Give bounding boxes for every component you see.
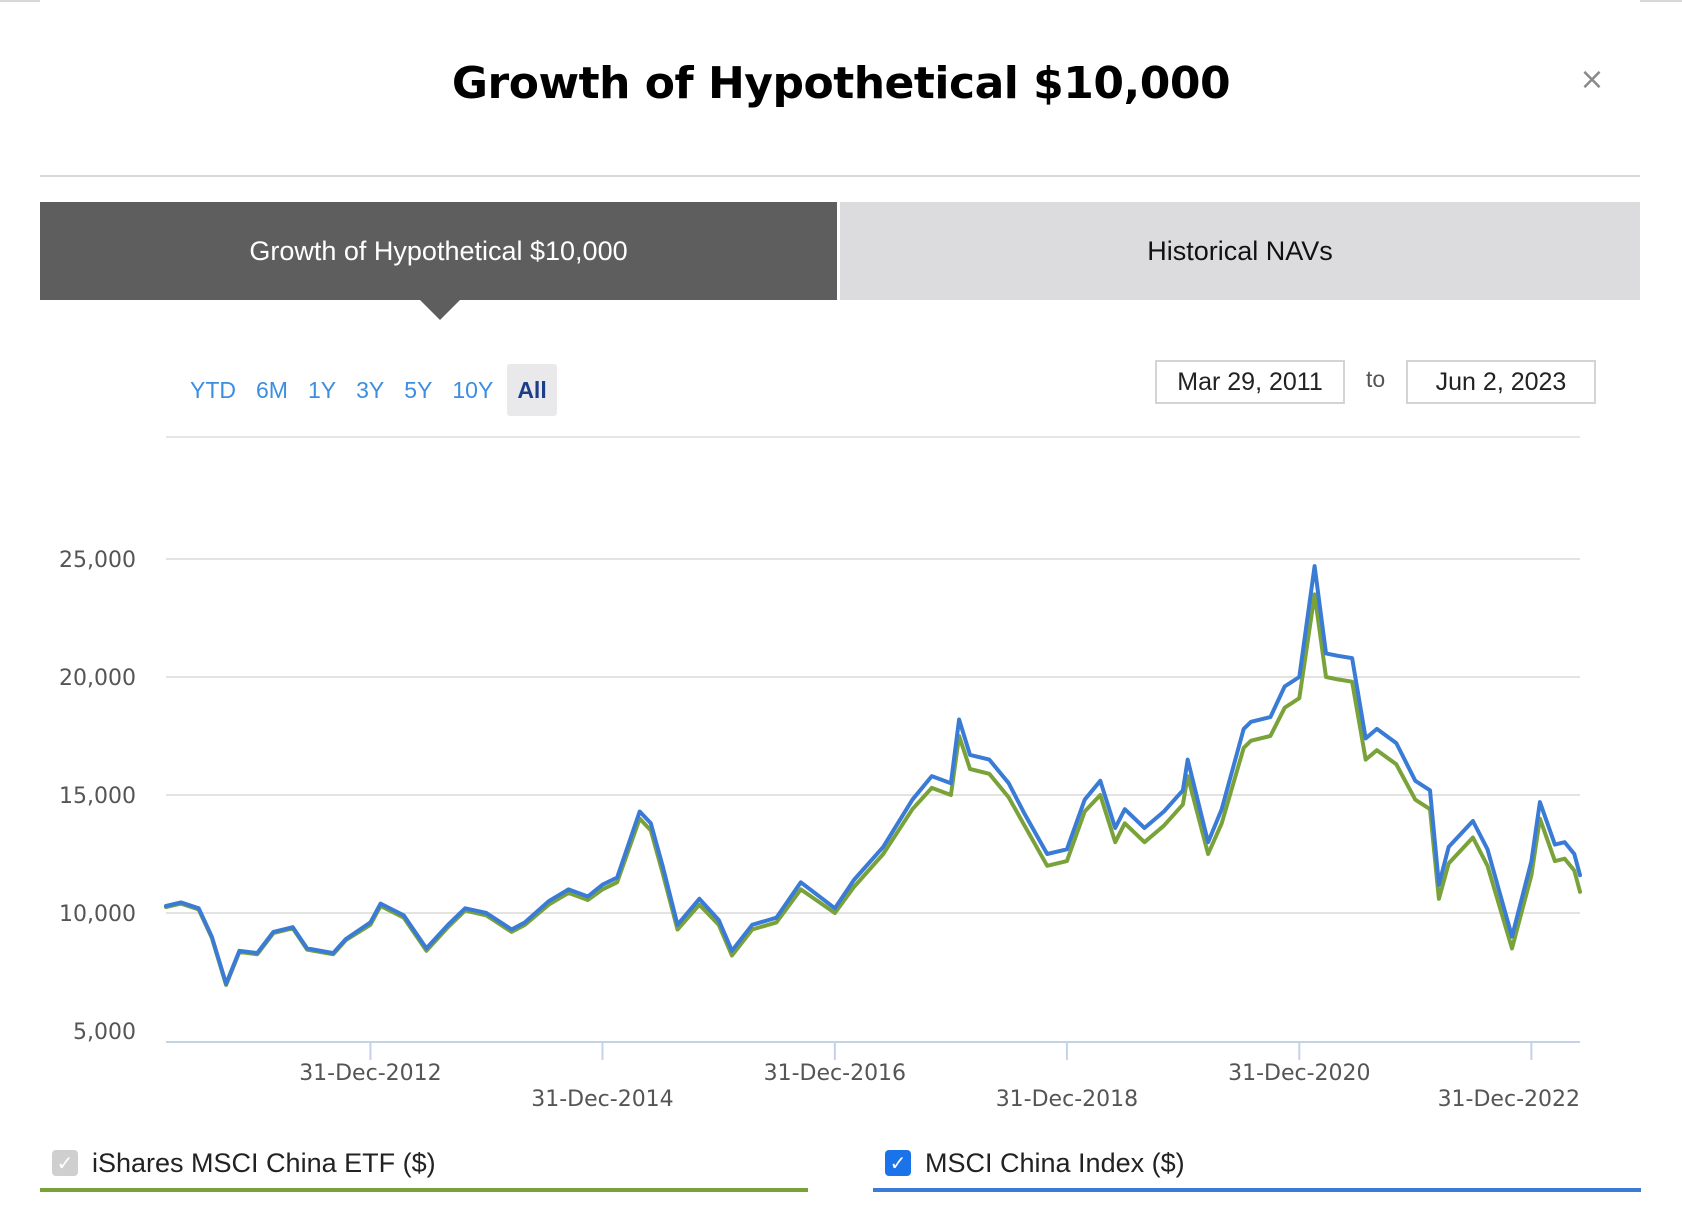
x-tick-label: 31-Dec-2022 [1438, 1087, 1580, 1112]
range-button-1y[interactable]: 1Y [307, 377, 337, 403]
legend-etf[interactable]: ✓ iShares MSCI China ETF ($) [40, 1138, 808, 1192]
x-tick-label: 31-Dec-2014 [531, 1087, 673, 1112]
header-divider [40, 175, 1640, 177]
date-range-separator: to [1366, 366, 1386, 392]
legend-index[interactable]: ✓ MSCI China Index ($) [873, 1138, 1641, 1192]
series-line-ishares-etf [164, 592, 1582, 987]
date-from-input[interactable]: Mar 29, 2011 [1155, 360, 1345, 404]
legend-index-label: MSCI China Index ($) [925, 1147, 1185, 1178]
y-tick-label: 25,000 [59, 548, 136, 573]
x-tick-label: 31-Dec-2012 [299, 1061, 441, 1086]
range-button-ytd[interactable]: YTD [190, 377, 236, 403]
range-selector: YTD 6M 1Y 3Y 5Y 10Y All [180, 364, 557, 416]
modal-title: Growth of Hypothetical $10,000 [451, 58, 1231, 109]
y-tick-label: 10,000 [59, 902, 136, 927]
checkbox-index-icon[interactable]: ✓ [885, 1150, 911, 1176]
range-button-5y[interactable]: 5Y [404, 377, 433, 403]
range-button-all[interactable]: All [507, 364, 557, 416]
tab-historical-navs[interactable]: Historical NAVs [840, 202, 1640, 300]
top-edge-line-left [0, 0, 40, 2]
y-tick-label: 20,000 [59, 666, 136, 691]
x-tick-label: 31-Dec-2020 [1228, 1061, 1370, 1086]
y-tick-label: 15,000 [59, 784, 136, 809]
y-tick-label: 5,000 [73, 1020, 136, 1045]
checkbox-etf-icon[interactable]: ✓ [52, 1150, 78, 1176]
active-tab-pointer [420, 300, 460, 320]
series-line-msci-china-index [164, 564, 1582, 986]
range-button-10y[interactable]: 10Y [452, 377, 494, 403]
top-edge-line-right [1640, 0, 1682, 2]
range-button-6m[interactable]: 6M [256, 377, 288, 403]
tab-growth-of-hypothetical[interactable]: Growth of Hypothetical $10,000 [40, 202, 837, 300]
x-tick-label: 31-Dec-2016 [764, 1061, 906, 1086]
close-icon[interactable]: × [1579, 62, 1605, 97]
range-button-3y[interactable]: 3Y [356, 377, 385, 403]
date-to-input[interactable]: Jun 2, 2023 [1406, 360, 1596, 404]
x-tick-label: 31-Dec-2018 [996, 1087, 1138, 1112]
legend-etf-label: iShares MSCI China ETF ($) [92, 1147, 436, 1178]
growth-line-chart: 5,000 10,000 15,000 20,000 25,000 31-Dec-2012… [59, 436, 1582, 1112]
